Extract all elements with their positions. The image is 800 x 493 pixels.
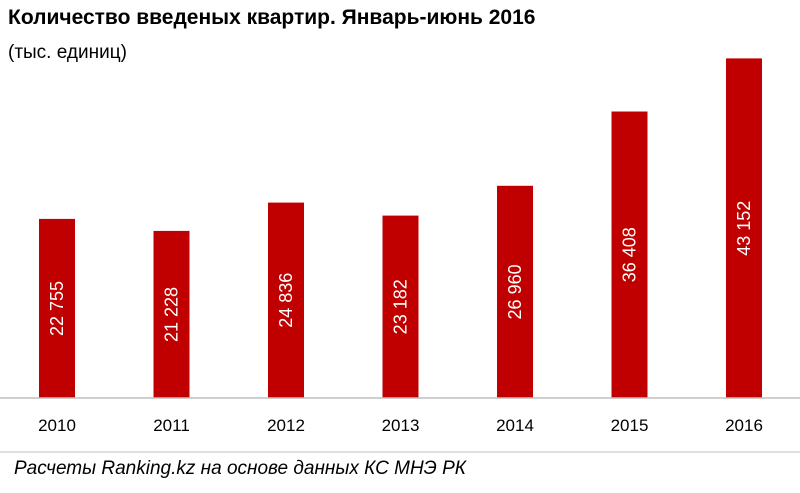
bar-2013 (382, 215, 419, 398)
chart-title: Количество введеных квартир. Январь-июнь… (8, 6, 536, 29)
bar-value-label: 26 960 (505, 264, 525, 319)
x-tick-label: 2016 (725, 416, 763, 435)
bar-value-label: 36 408 (620, 227, 640, 282)
x-tick-label: 2015 (611, 416, 649, 435)
bar-value-label: 23 182 (391, 279, 411, 334)
bar-value-label: 43 152 (734, 201, 754, 256)
source-note: Расчеты Ranking.kz на основе данных КС М… (14, 458, 466, 479)
bar-2016 (726, 58, 762, 399)
bar-value-label: 24 836 (276, 273, 296, 328)
bar-value-label: 21 228 (162, 287, 182, 342)
chart-subtitle: (тыс. единиц) (8, 42, 127, 63)
x-tick-label: 2012 (267, 416, 305, 435)
x-tick-label: 2013 (382, 416, 420, 435)
bar-2014 (497, 185, 533, 398)
x-tick-label: 2010 (38, 416, 76, 435)
bar-2011 (153, 230, 190, 398)
bar-2010 (39, 218, 75, 398)
bar-2012 (268, 202, 304, 398)
x-tick-label: 2011 (153, 416, 190, 435)
bar-value-label: 22 755 (47, 281, 67, 336)
bar-2015 (611, 111, 648, 398)
x-tick-label: 2014 (496, 416, 534, 435)
